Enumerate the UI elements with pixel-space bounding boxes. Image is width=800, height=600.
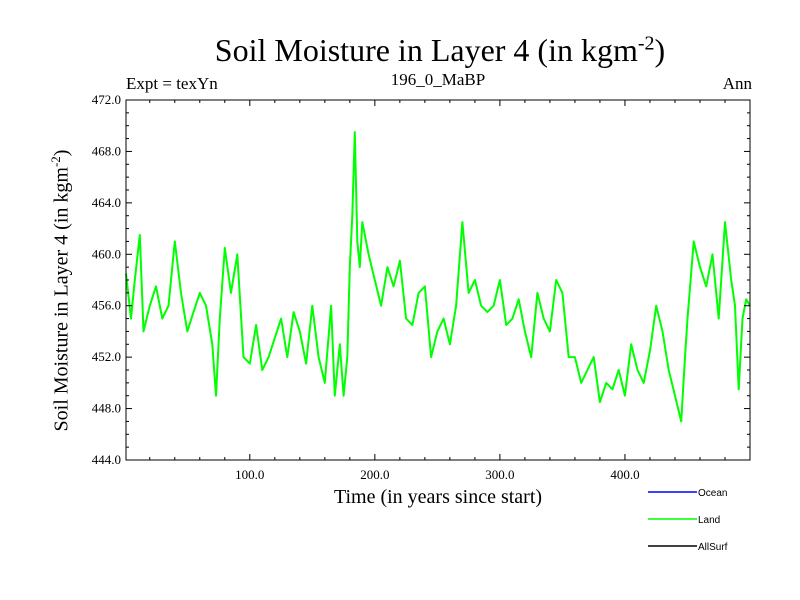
y-tick-label: 468.0 bbox=[92, 143, 121, 158]
chart-title-text: Soil Moisture in Layer 4 (in kgm bbox=[214, 32, 638, 68]
y-axis-label-superscript: -2 bbox=[47, 156, 63, 168]
period-label: Ann bbox=[722, 74, 752, 93]
y-tick-label: 456.0 bbox=[92, 298, 121, 313]
y-tick-label: 448.0 bbox=[92, 401, 121, 416]
chart-title: Soil Moisture in Layer 4 (in kgm-2) bbox=[0, 32, 800, 69]
chart-title-superscript: -2 bbox=[637, 32, 655, 55]
x-axis-label: Time (in years since start) bbox=[333, 486, 543, 508]
plot-frame bbox=[125, 99, 751, 461]
y-tick-label: 464.0 bbox=[92, 195, 121, 210]
legend-label-allsurf: AllSurf bbox=[698, 542, 728, 553]
y-axis-label: Soil Moisture in Layer 4 (in kgm-2) bbox=[47, 131, 74, 451]
axis-layer: 100.0 200.0 300.0 400.0 444.0 448.0 452.0 456.0… bbox=[92, 92, 750, 482]
chart-subtitle: 196_0_MaBP bbox=[390, 70, 486, 89]
x-tick-label: 200.0 bbox=[360, 467, 389, 482]
series-line-land bbox=[125, 131, 751, 423]
x-tick-label: 100.0 bbox=[235, 467, 264, 482]
y-tick-label: 444.0 bbox=[92, 452, 121, 467]
x-tick-label: 400.0 bbox=[610, 467, 639, 482]
y-tick-label: 472.0 bbox=[92, 92, 121, 107]
chart-title-end: ) bbox=[654, 32, 666, 68]
y-tick-label: 460.0 bbox=[92, 246, 121, 261]
legend: Ocean Land AllSurf bbox=[648, 488, 728, 553]
experiment-label: Expt = texYn bbox=[126, 74, 218, 93]
series-layer bbox=[125, 131, 751, 423]
y-tick-label: 452.0 bbox=[92, 349, 121, 364]
legend-label-ocean: Ocean bbox=[698, 488, 727, 499]
y-axis-label-text: Soil Moisture in Layer 4 (in kgm bbox=[50, 167, 73, 432]
x-tick-label: 300.0 bbox=[485, 467, 514, 482]
legend-label-land: Land bbox=[698, 515, 720, 526]
y-axis-label-end: ) bbox=[50, 149, 73, 157]
